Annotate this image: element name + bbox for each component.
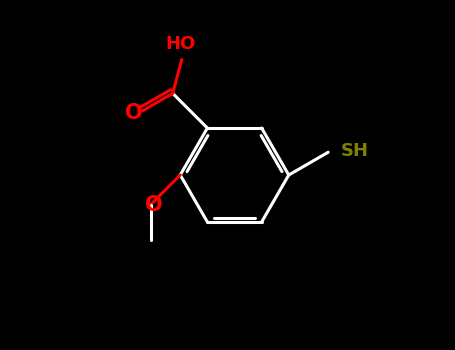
Text: HO: HO: [165, 35, 195, 53]
Text: SH: SH: [340, 141, 369, 160]
Text: O: O: [145, 195, 163, 215]
Text: O: O: [125, 103, 142, 122]
